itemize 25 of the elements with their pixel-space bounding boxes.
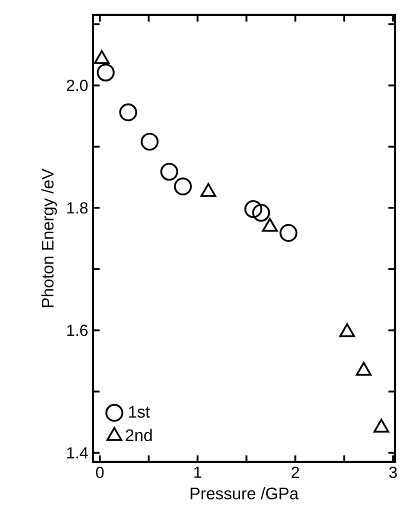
point (244, 200, 262, 218)
point (356, 362, 372, 376)
point (96, 64, 115, 82)
point (119, 103, 138, 122)
point (200, 183, 216, 197)
point (252, 204, 270, 222)
x-tick-label: 0 (96, 466, 104, 478)
point (174, 178, 192, 196)
point (262, 218, 278, 232)
x-tick-label: 3 (389, 466, 397, 478)
y-axis-title: Photon Energy /eV (41, 168, 57, 308)
y-tick-label: 1.4 (67, 447, 88, 458)
point (140, 132, 159, 151)
x-tick-label: 2 (292, 466, 299, 478)
y-tick-label: 2.0 (66, 80, 88, 92)
point (373, 418, 390, 433)
x-tick-label: 1 (194, 466, 202, 478)
x-axis-title: Pressure /GPa (190, 487, 299, 500)
point (280, 224, 298, 242)
point (160, 162, 178, 181)
legend-label: 1st (129, 406, 150, 418)
point (339, 323, 355, 338)
legend-label: 2nd (126, 428, 152, 442)
y-tick-label: 1.8 (67, 202, 88, 214)
y-tick-label: 1.6 (67, 324, 88, 336)
